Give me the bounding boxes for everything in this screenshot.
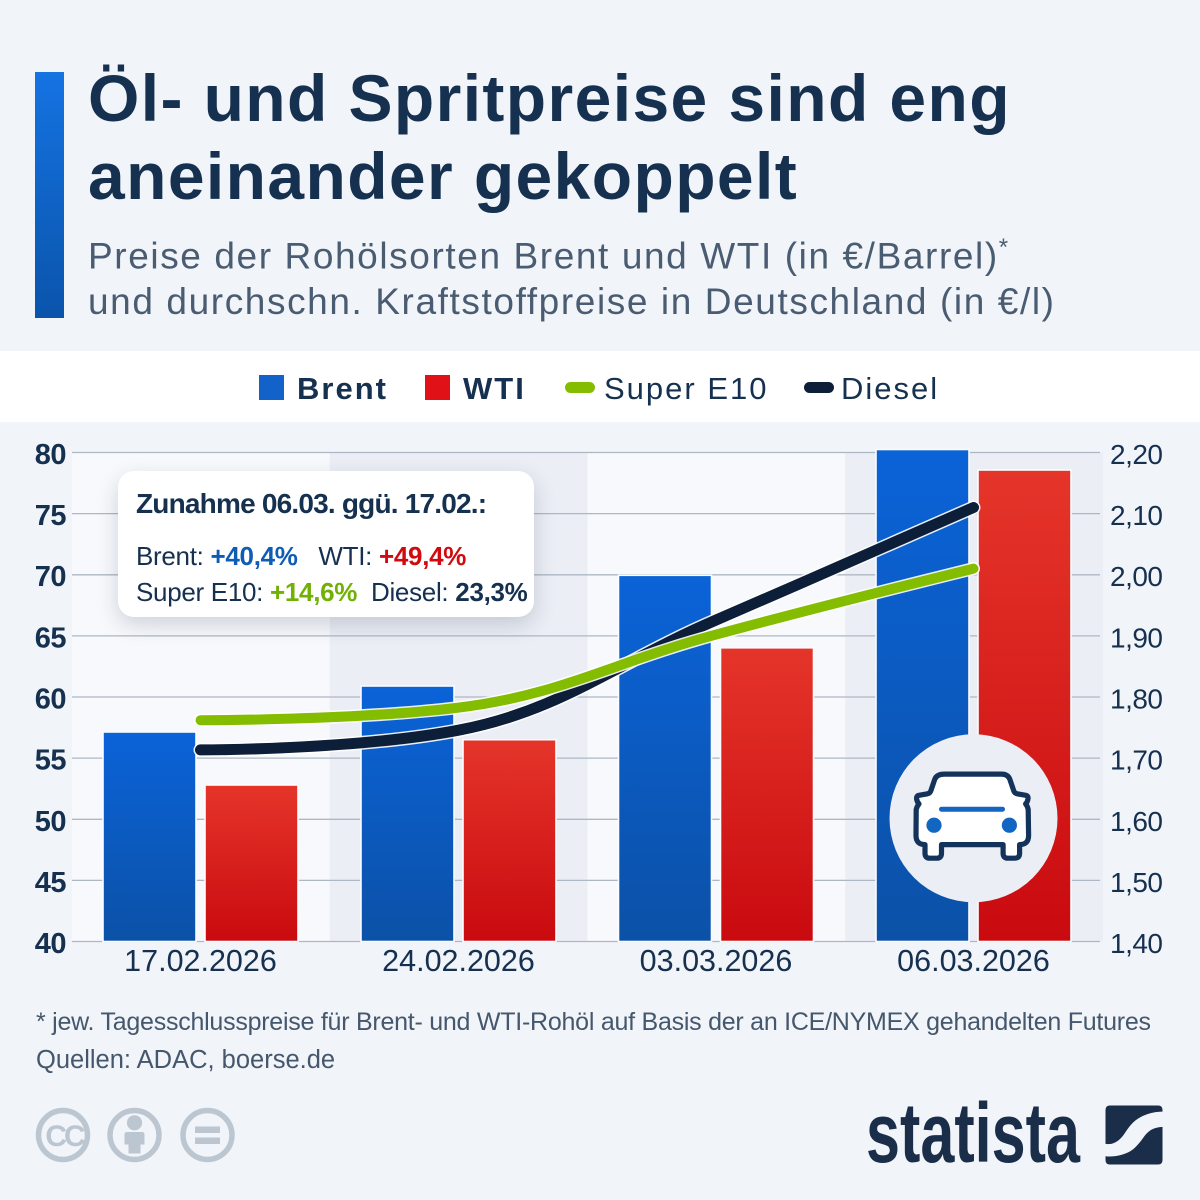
- svg-text:40: 40: [35, 928, 66, 960]
- svg-text:2,20: 2,20: [1110, 439, 1163, 470]
- svg-text:1,80: 1,80: [1110, 684, 1163, 715]
- svg-text:17.02.2026: 17.02.2026: [124, 944, 277, 978]
- svg-text:75: 75: [35, 500, 67, 532]
- svg-text:03.03.2026: 03.03.2026: [640, 944, 793, 978]
- svg-text:2,10: 2,10: [1110, 500, 1163, 531]
- svg-text:55: 55: [35, 745, 67, 777]
- svg-text:70: 70: [35, 561, 66, 593]
- svg-text:2,00: 2,00: [1110, 561, 1163, 592]
- svg-text:60: 60: [35, 684, 66, 716]
- svg-text:1,50: 1,50: [1110, 867, 1163, 898]
- svg-text:80: 80: [35, 439, 66, 471]
- svg-text:1,90: 1,90: [1110, 623, 1163, 654]
- svg-text:1,70: 1,70: [1110, 745, 1163, 776]
- svg-text:statista: statista: [866, 1086, 1081, 1180]
- svg-text:45: 45: [35, 867, 67, 899]
- svg-text:1,60: 1,60: [1110, 806, 1163, 837]
- svg-text:06.03.2026: 06.03.2026: [897, 944, 1050, 978]
- svg-text:CC: CC: [45, 1120, 85, 1153]
- svg-text:24.02.2026: 24.02.2026: [382, 944, 535, 978]
- svg-text:50: 50: [35, 806, 66, 838]
- svg-text:65: 65: [35, 623, 67, 655]
- svg-text:1,40: 1,40: [1110, 928, 1163, 959]
